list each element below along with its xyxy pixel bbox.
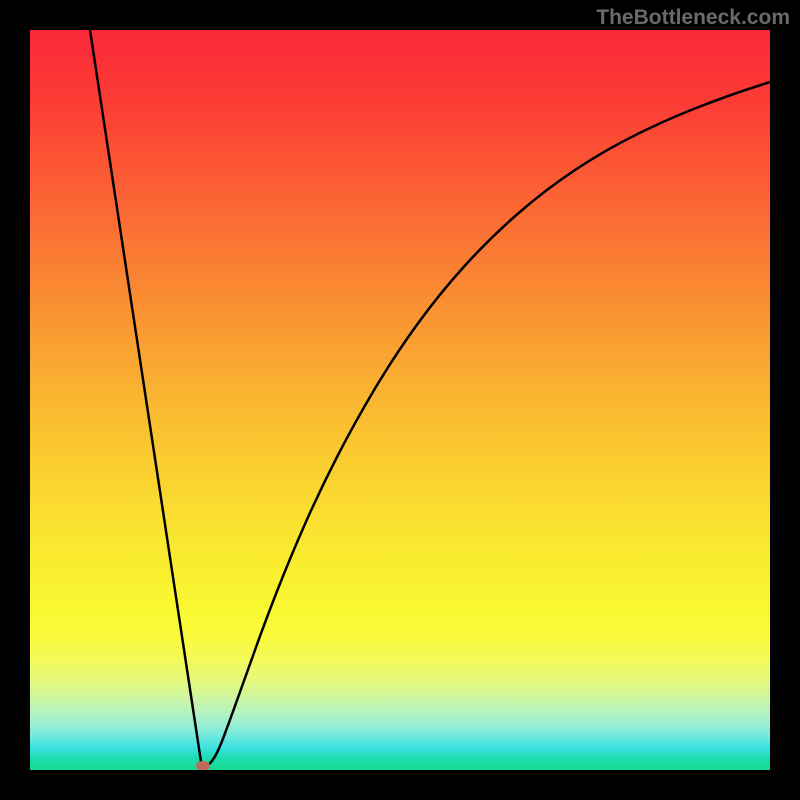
watermark-text: TheBottleneck.com <box>596 6 790 30</box>
optimum-marker <box>196 761 210 770</box>
plot-area <box>30 30 770 770</box>
bottleneck-curve <box>30 30 770 770</box>
chart-container: TheBottleneck.com <box>0 0 800 800</box>
